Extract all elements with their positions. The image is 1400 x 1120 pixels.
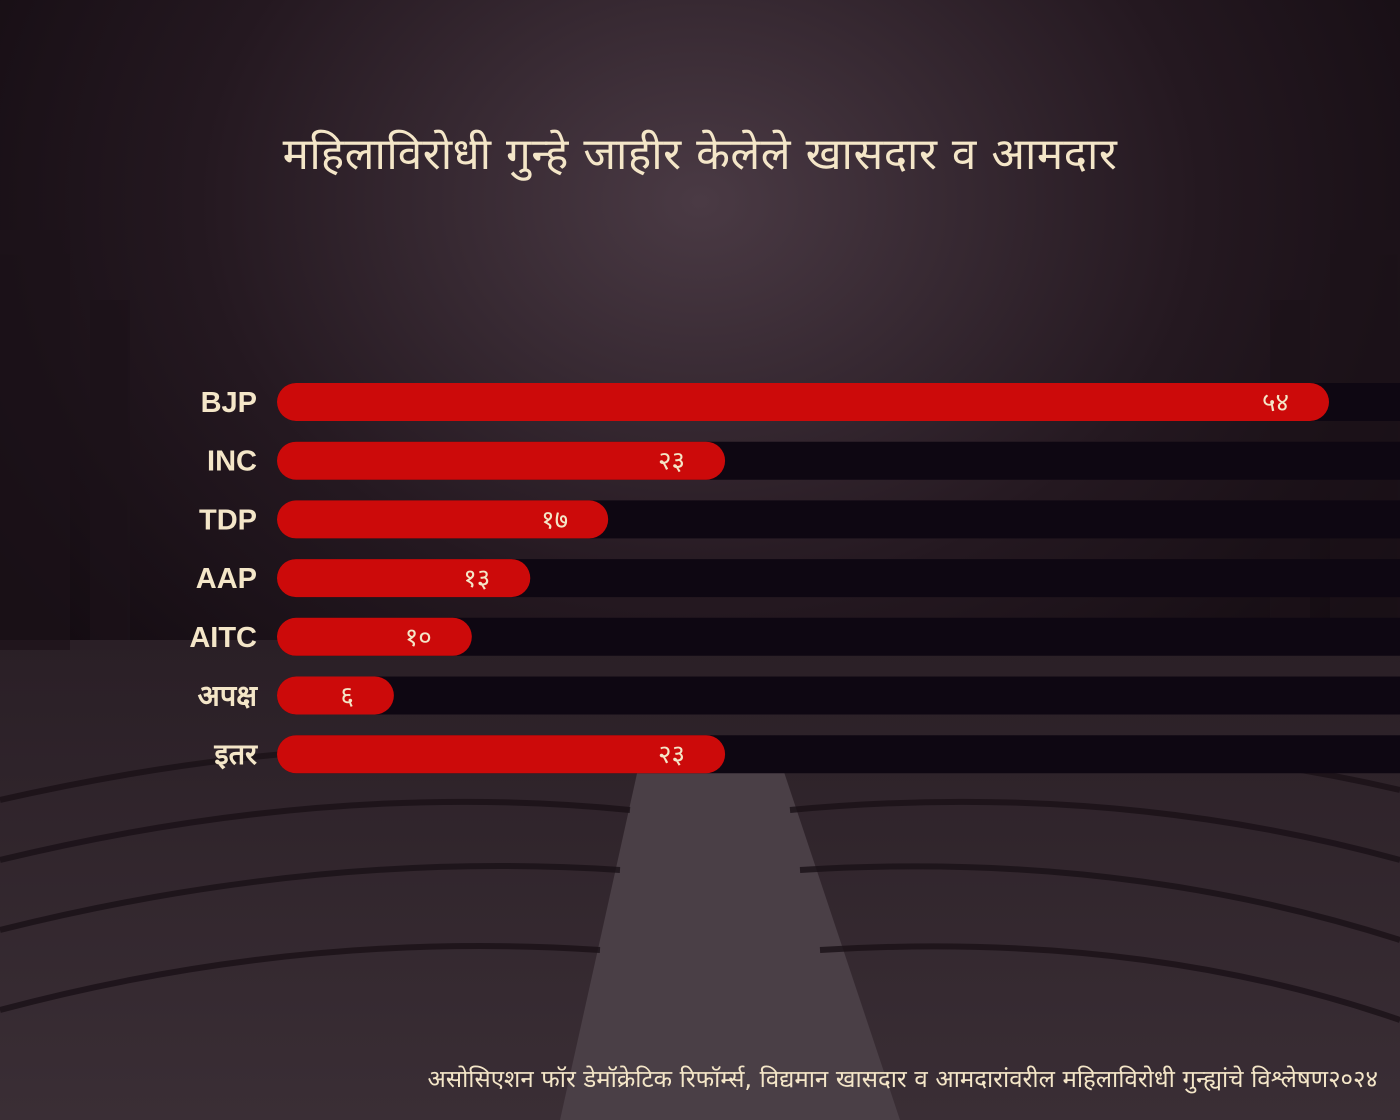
value-label-0: ५४ (1262, 388, 1289, 418)
bar-1 (277, 441, 726, 480)
chart-title: महिलाविरोधी गुन्हे जाहीर केलेले खासदार व… (282, 129, 1118, 180)
value-label-2: १७ (541, 505, 568, 535)
source-note: असोसिएशन फॉर डेमॉक्रेटिक रिफॉर्म्स, विद्… (427, 1065, 1378, 1093)
bar-6 (277, 735, 726, 774)
bar-track-4 (277, 617, 1400, 656)
value-label-6: २३ (658, 740, 685, 770)
bar-2 (277, 500, 609, 539)
category-label-5: अपक्ष (198, 681, 259, 713)
category-label-6: इतर (213, 739, 258, 771)
bar-track-5 (277, 676, 1400, 715)
value-label-4: १० (405, 623, 432, 653)
category-label-2: TDP (199, 504, 257, 536)
value-label-1: २३ (658, 447, 685, 477)
category-label-1: INC (207, 446, 257, 478)
bar-0 (277, 383, 1329, 421)
bar-3 (277, 559, 531, 598)
bar-track-3 (277, 559, 1400, 598)
category-label-0: BJP (201, 387, 257, 419)
category-label-4: AITC (189, 622, 257, 654)
value-label-3: १३ (463, 564, 490, 594)
bar-5 (277, 676, 394, 715)
bar-4 (277, 617, 472, 656)
value-label-5: ६ (340, 682, 354, 712)
category-label-3: AAP (196, 563, 257, 595)
